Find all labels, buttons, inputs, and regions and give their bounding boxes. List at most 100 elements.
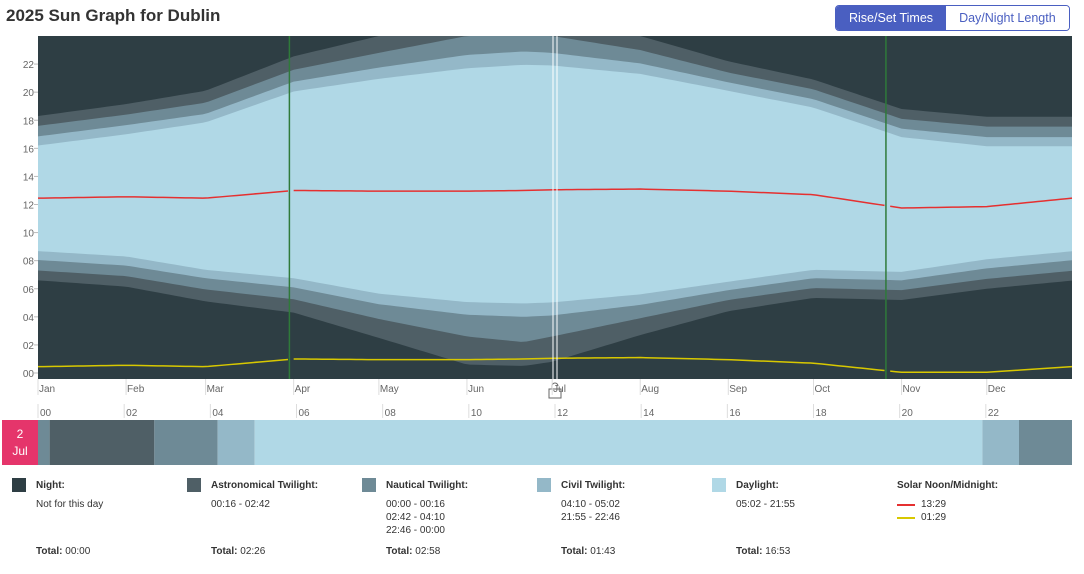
legend-title-nautical: Nautical Twilight: [386,480,469,491]
hour-tick-label: 00 [40,408,52,419]
legend-title-astronomical: Astronomical Twilight: [211,480,319,491]
legend-line: 04:10 - 05:02 [561,499,620,510]
legend-lines-nautical: 00:00 - 00:16 02:42 - 04:10 22:46 - 00:0… [386,498,445,537]
hour-tick-label: 18 [816,408,828,419]
hour-tick-label: 22 [988,408,1000,419]
legend-title-night: Night: [36,480,65,491]
noon-line-swatch [897,503,915,506]
solar-noon-line [37,190,289,199]
noon-value: 13:29 [921,499,947,510]
total-value: 02:58 [415,546,441,557]
solar-midnight-line [890,365,1073,374]
legend-line: 21:55 - 22:46 [561,512,620,523]
hour-tick-label: 20 [902,408,914,419]
legend-total-daylight: Total: 16:53 [736,546,790,557]
midnight-value: 01:29 [921,512,947,523]
month-tick-label: Oct [815,384,831,395]
y-tick-label: 10 [23,229,35,240]
hour-tick-label: 02 [126,408,138,419]
month-tick-label: Jul [553,384,566,395]
y-tick-label: 22 [23,60,35,71]
hour-tick-label: 04 [212,408,224,419]
total-label: Total: [386,546,413,557]
legend-total-astronomical: Total: 02:26 [211,546,265,557]
total-value: 01:43 [590,546,616,557]
month-tick-label: Sep [729,384,747,395]
y-tick-label: 08 [23,257,35,268]
total-value: 00:00 [65,546,91,557]
y-tick-label: 00 [23,369,35,380]
month-tick-label: May [380,384,399,395]
y-tick-label: 12 [23,201,35,212]
rise-set-times-button[interactable]: Rise/Set Times [836,6,947,30]
legend-line: 00:00 - 00:16 [386,499,445,510]
solar-midnight-line [37,358,289,368]
solar-noon-line [890,197,1073,209]
legend-swatch-night [12,478,26,492]
daylight-area [38,64,1072,304]
selected-date-badge: 2 Jul [2,420,38,465]
legend-total-civil: Total: 01:43 [561,546,615,557]
solar-midnight-line [293,356,885,372]
hour-tick-label: 12 [557,408,569,419]
month-tick-label: Jan [39,384,55,395]
hour-tick-label: 10 [471,408,483,419]
legend-total-nautical: Total: 02:58 [386,546,440,557]
legend-line: 05:02 - 21:55 [736,499,795,510]
page-title: 2025 Sun Graph for Dublin [6,6,221,25]
timeline-segment-civil [982,420,1020,465]
legend-swatch-nautical [362,478,376,492]
timeline-segment-nautical [154,420,218,465]
solar-noon-line [293,188,885,207]
midnight-line-swatch [897,516,915,519]
y-tick-label: 04 [23,313,35,324]
month-tick-label: Jun [468,384,484,395]
month-tick-label: Mar [207,384,225,395]
y-tick-label: 02 [23,341,35,352]
y-tick-label: 06 [23,285,35,296]
total-value: 02:26 [240,546,266,557]
midnight-row: 01:29 [897,511,946,524]
legend-line: Not for this day [36,499,104,510]
legend-lines-daylight: 05:02 - 21:55 [736,498,795,511]
total-label: Total: [561,546,588,557]
total-label: Total: [211,546,238,557]
selected-date-month: Jul [12,444,28,458]
month-tick-label: Nov [903,384,921,395]
legend-lines-noon: 13:29 01:29 [897,498,946,524]
timeline-segment-nautical [38,420,50,465]
y-tick-label: 14 [23,172,35,183]
legend-line: 00:16 - 02:42 [211,499,270,510]
hour-tick-label: 14 [643,408,655,419]
legend-title-daylight: Daylight: [736,480,779,491]
timeline-segment-daylight [254,420,983,465]
legend-swatch-civil [537,478,551,492]
y-tick-label: 16 [23,144,35,155]
legend-line: 02:42 - 04:10 [386,512,445,523]
legend-title-noon: Solar Noon/Midnight: [897,480,999,491]
hour-tick-label: 06 [299,408,311,419]
timeline-segment-nautical [1019,420,1072,465]
view-toggle: Rise/Set Times Day/Night Length [835,5,1070,31]
legend-title-civil: Civil Twilight: [561,480,626,491]
total-label: Total: [736,546,763,557]
legend-swatch-astronomical [187,478,201,492]
timeline-segment-astronomical [49,420,155,465]
legend-line: 22:46 - 00:00 [386,525,445,536]
day-night-length-button[interactable]: Day/Night Length [946,6,1069,30]
month-tick-label: Dec [988,384,1006,395]
month-tick-label: Apr [295,384,311,395]
y-tick-label: 20 [23,88,35,99]
month-tick-label: Aug [641,384,659,395]
y-tick-label: 18 [23,116,35,127]
month-tick-label: Feb [127,384,145,395]
total-value: 16:53 [765,546,791,557]
legend-swatch-daylight [712,478,726,492]
noon-row: 13:29 [897,498,946,511]
selected-date-day: 2 [16,427,24,441]
hour-tick-label: 16 [729,408,741,419]
legend-lines-astronomical: 00:16 - 02:42 [211,498,270,511]
hour-tick-label: 08 [385,408,397,419]
legend-lines-night: Not for this day [36,498,103,511]
